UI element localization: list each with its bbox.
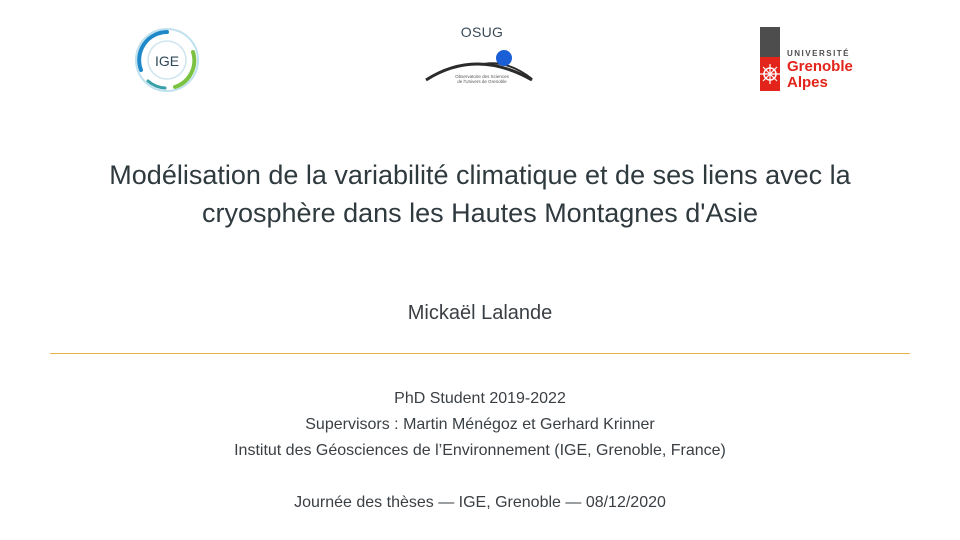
osug-logo-subtitle: Observatoire des Sciences de l'Univers d…: [455, 74, 509, 84]
uga-logo-bar: [760, 27, 780, 57]
role-text: PhD Student 2019-2022: [394, 390, 566, 407]
event-text: Journée des thèses — IGE, Grenoble — 08/…: [294, 494, 666, 511]
title-line-2: cryosphère dans les Hautes Montagnes d'A…: [202, 198, 758, 228]
ige-logo-text: IGE: [155, 53, 179, 69]
uga-logo-icon: [760, 57, 780, 91]
info-block: PhD Student 2019-2022 Supervisors : Mart…: [0, 386, 960, 516]
divider: [50, 353, 910, 354]
osug-logo-icon: [425, 50, 533, 82]
osug-logo-title: OSUG: [460, 24, 504, 40]
supervisors-text: Supervisors : Martin Ménégoz et Gerhard …: [305, 416, 655, 433]
author-name: Mickaël Lalande: [407, 302, 553, 324]
ige-logo-icon: IGE: [135, 28, 199, 92]
institute-text: Institut des Géosciences de l’Environnem…: [234, 442, 726, 459]
uga-logo-text: UNIVERSITÉ Grenoble Alpes: [787, 49, 853, 91]
uga-logo-line3: Alpes: [787, 74, 828, 91]
uga-logo-line2: Grenoble: [787, 58, 853, 75]
ige-logo: IGE: [132, 26, 202, 94]
title-line-1: Modélisation de la variabilité climatiqu…: [109, 160, 851, 190]
uga-logo: UNIVERSITÉ Grenoble Alpes: [760, 27, 870, 93]
osug-logo: OSUG Observatoire des Sciences de l'Univ…: [424, 24, 536, 96]
uga-logo-line1: UNIVERSITÉ: [787, 49, 851, 58]
page-title: Modélisation de la variabilité climatiqu…: [30, 156, 930, 232]
